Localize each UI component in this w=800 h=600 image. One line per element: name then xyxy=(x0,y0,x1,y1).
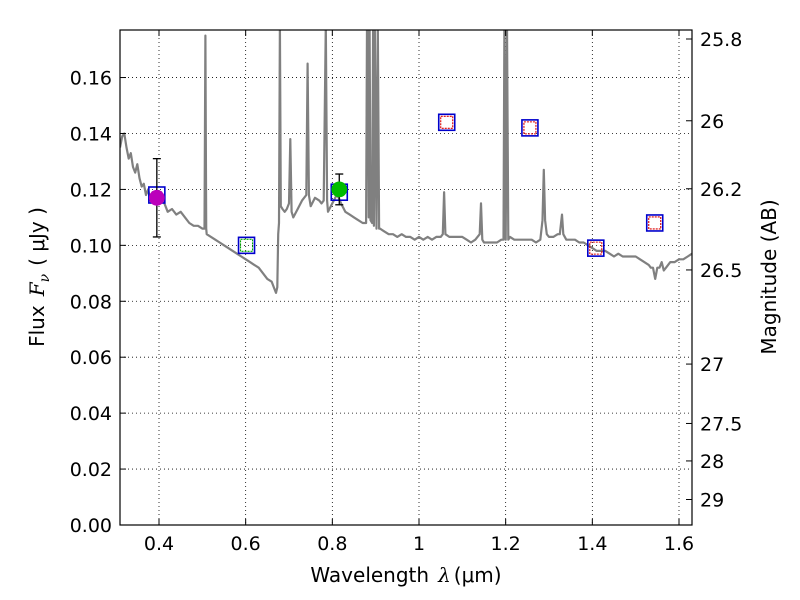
y-tick-label: 0.16 xyxy=(70,68,112,90)
x-tick-label: 0.6 xyxy=(231,533,261,555)
x-tick-label: 1 xyxy=(413,533,425,555)
y2-axis-label: Magnitude (AB) xyxy=(757,199,781,354)
model-photometry-square xyxy=(237,236,256,255)
x-tick-label: 0.8 xyxy=(317,533,347,555)
y2-tick-label: 26 xyxy=(700,111,724,133)
model-photometry-square xyxy=(645,214,664,232)
model-spectrum-line xyxy=(120,30,692,294)
y-tick-label: 0.08 xyxy=(70,291,112,313)
plot-frame xyxy=(119,29,693,526)
observed-point-circle xyxy=(331,181,348,198)
x-tick-label: 0.4 xyxy=(144,533,174,555)
y-tick-label: 0.14 xyxy=(70,123,112,145)
y-tick-label: 0.10 xyxy=(70,235,112,257)
model-photometry-square xyxy=(521,119,539,137)
observed-point-square xyxy=(589,241,603,255)
observed-point-square xyxy=(239,238,254,252)
observed-point-square xyxy=(648,216,662,230)
model-photometry-square xyxy=(586,239,605,257)
y2-tick-label: 26.2 xyxy=(700,179,742,201)
model-photometry-square xyxy=(437,113,456,132)
y2-tick-label: 25.8 xyxy=(700,29,742,51)
plot-area xyxy=(120,30,692,525)
x-axis-label: Wavelength λ (μm) xyxy=(310,563,501,587)
y2-tick-label: 27 xyxy=(700,354,724,376)
y2-tick-label: 27.5 xyxy=(700,413,742,435)
observed-point-square xyxy=(523,121,537,135)
photometry-markers xyxy=(148,113,664,257)
y-tick-label: 0.12 xyxy=(70,179,112,201)
axis-ticks: 0.4 0.6 0.8 1 1.2 1.4 1.6 0.00 0.02 0.04 0.06 0.08 0… xyxy=(70,29,743,555)
y2-tick-label: 26.5 xyxy=(700,260,742,282)
x-tick-label: 1.2 xyxy=(491,533,521,555)
x-tick-label: 1.4 xyxy=(577,533,607,555)
observed-point-circle xyxy=(148,189,165,206)
y-tick-label: 0.00 xyxy=(70,515,112,537)
y-tick-label: 0.06 xyxy=(70,347,112,369)
x-tick-label: 1.6 xyxy=(664,533,694,555)
y2-tick-label: 28 xyxy=(700,451,724,473)
observed-point-square xyxy=(440,115,454,129)
y-tick-label: 0.02 xyxy=(70,459,112,481)
y2-tick-label: 29 xyxy=(700,489,724,511)
y-tick-label: 0.04 xyxy=(70,403,112,425)
y-axis-label: FluxFν( μJy ) xyxy=(25,207,53,347)
